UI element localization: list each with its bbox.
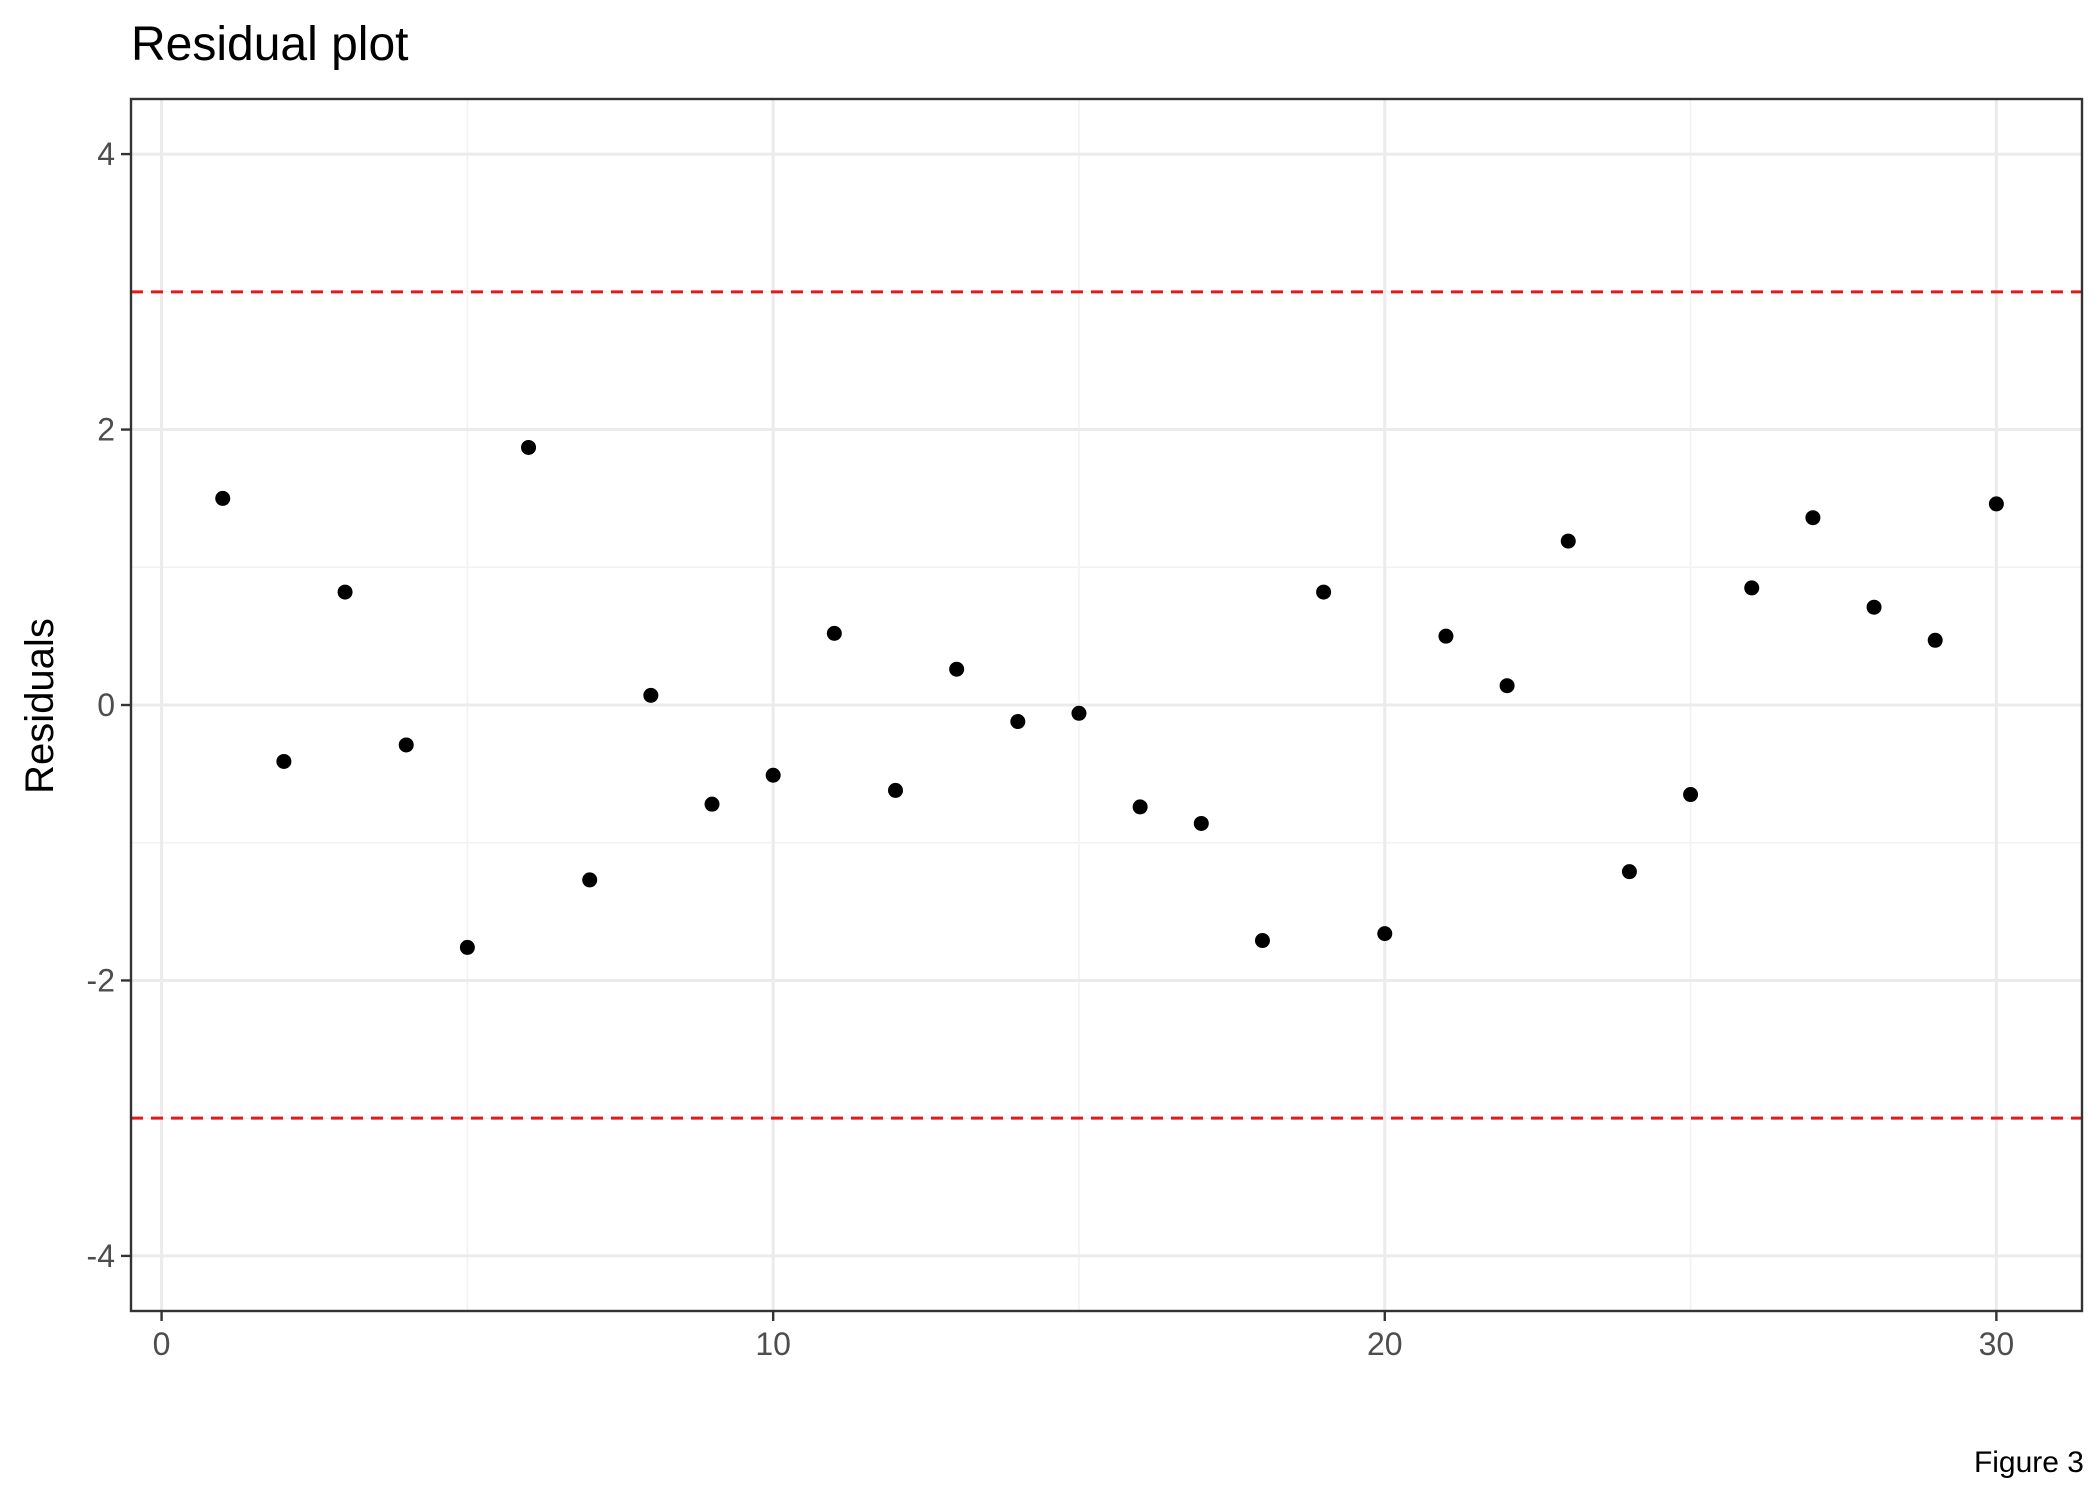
y-tick-label: -2 xyxy=(87,962,115,998)
data-point xyxy=(1132,799,1148,815)
data-point xyxy=(1071,705,1087,721)
data-point xyxy=(459,939,475,955)
data-point xyxy=(1438,628,1454,644)
data-point xyxy=(1499,678,1515,694)
data-point xyxy=(1621,864,1637,880)
figure-caption: Figure 3 xyxy=(1974,1446,2084,1479)
y-tick-label: 2 xyxy=(97,412,115,448)
data-point xyxy=(1683,787,1699,803)
reference-lines xyxy=(131,290,2082,1120)
data-point xyxy=(1560,533,1576,549)
data-point xyxy=(887,782,903,798)
y-axis-title: Residuals xyxy=(18,618,62,794)
data-point xyxy=(398,737,414,753)
data-point xyxy=(1866,599,1882,615)
x-tick-label: 30 xyxy=(1979,1326,2015,1362)
chart-title: Residual plot xyxy=(131,18,409,71)
data-point xyxy=(337,584,353,600)
data-point xyxy=(1988,496,2004,512)
data-point xyxy=(643,687,659,703)
data-point xyxy=(1805,510,1821,526)
x-axis-ticks: 0 10 20 30 xyxy=(153,1311,2014,1362)
y-axis-ticks: -4 -2 0 2 4 xyxy=(87,136,131,1274)
data-points xyxy=(215,439,2004,955)
data-point xyxy=(521,439,537,455)
data-point xyxy=(1193,815,1209,831)
data-point xyxy=(1254,933,1270,949)
data-point xyxy=(1377,926,1393,942)
data-point xyxy=(1927,632,1943,648)
data-point xyxy=(765,767,781,783)
x-tick-label: 20 xyxy=(1367,1326,1403,1362)
major-gridlines xyxy=(131,99,2082,1311)
x-tick-label: 0 xyxy=(153,1326,171,1362)
data-point xyxy=(215,490,231,506)
x-tick-label: 10 xyxy=(755,1326,791,1362)
data-point xyxy=(1744,580,1760,596)
data-point xyxy=(582,872,598,888)
data-point xyxy=(276,753,292,769)
y-tick-label: 4 xyxy=(97,136,115,172)
data-point xyxy=(1316,584,1332,600)
data-point xyxy=(826,625,842,641)
y-tick-label: 0 xyxy=(97,687,115,723)
y-tick-label: -4 xyxy=(87,1238,115,1274)
data-point xyxy=(704,796,720,812)
data-point xyxy=(949,661,965,677)
data-point xyxy=(1010,714,1026,730)
